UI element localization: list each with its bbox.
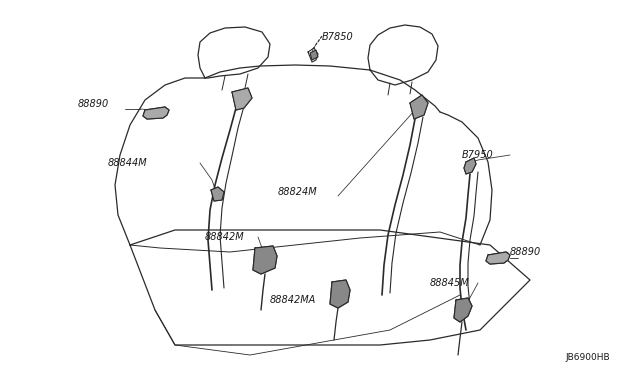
Text: 88844M: 88844M xyxy=(108,158,148,168)
Text: 88890: 88890 xyxy=(510,247,541,257)
Polygon shape xyxy=(211,187,224,201)
Polygon shape xyxy=(253,246,277,274)
Polygon shape xyxy=(486,252,510,264)
Polygon shape xyxy=(464,158,476,174)
Text: 88842MA: 88842MA xyxy=(270,295,316,305)
Polygon shape xyxy=(143,107,169,119)
Text: 88824M: 88824M xyxy=(278,187,317,197)
Polygon shape xyxy=(454,298,472,322)
Text: JB6900HB: JB6900HB xyxy=(565,353,610,362)
Polygon shape xyxy=(330,280,350,308)
Text: 88842M: 88842M xyxy=(205,232,244,242)
Text: 88890: 88890 xyxy=(78,99,109,109)
Text: B7950: B7950 xyxy=(462,150,493,160)
Polygon shape xyxy=(310,50,318,60)
Text: 88845M: 88845M xyxy=(430,278,470,288)
Polygon shape xyxy=(410,95,428,119)
Text: B7850: B7850 xyxy=(322,32,354,42)
Polygon shape xyxy=(232,88,252,110)
